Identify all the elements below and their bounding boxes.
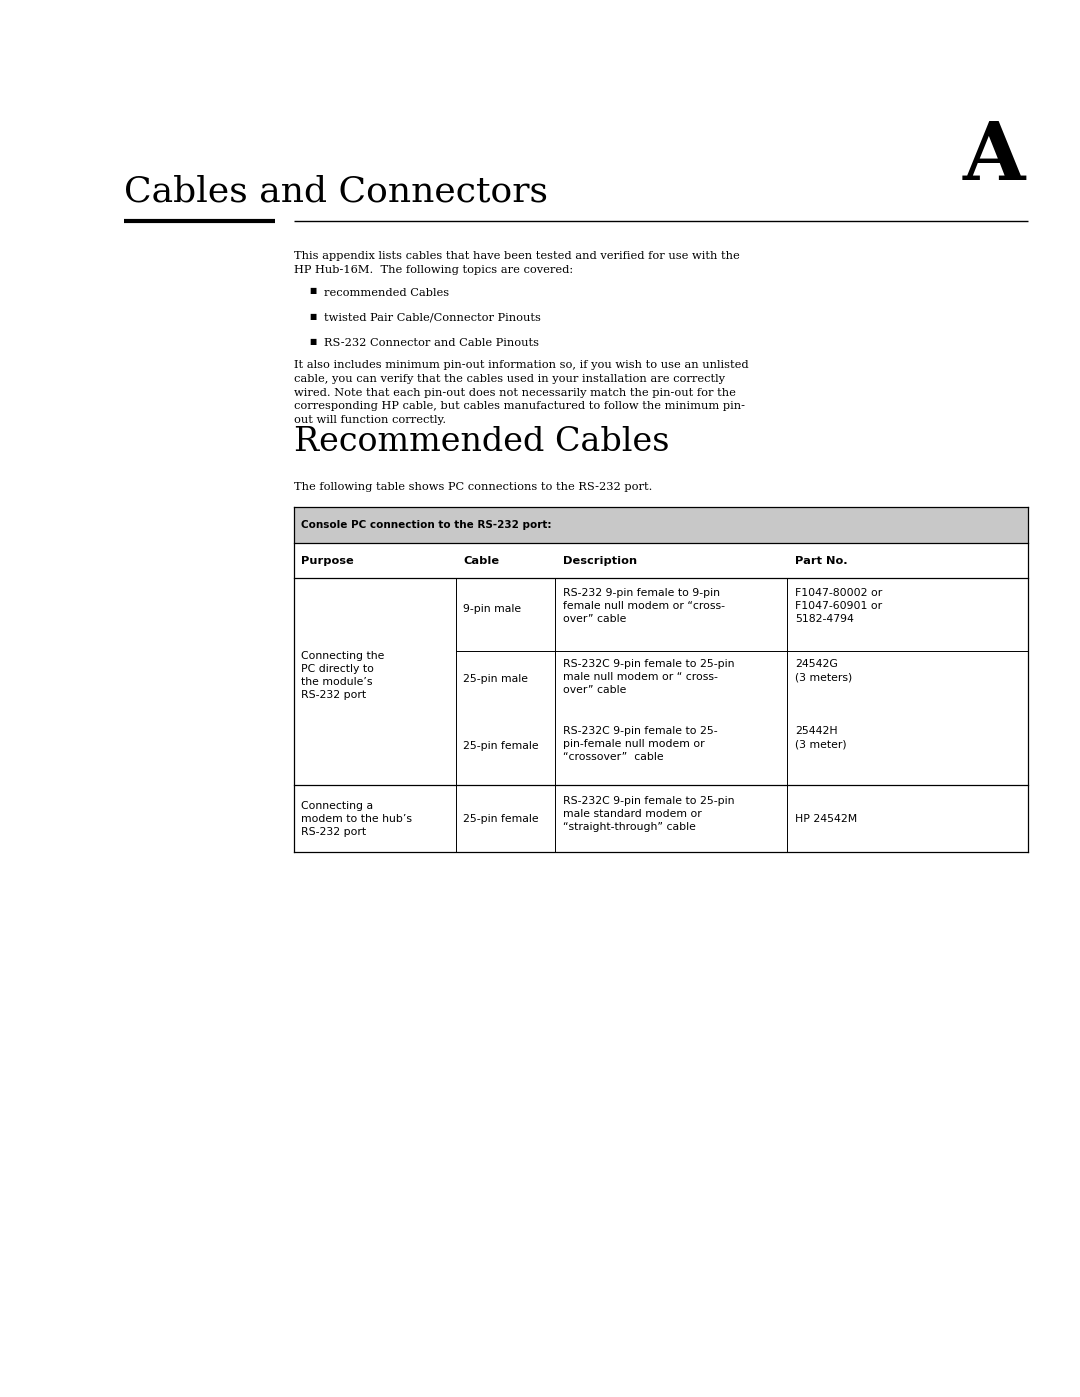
Text: ■: ■ [309, 312, 316, 320]
Text: 25442H
(3 meter): 25442H (3 meter) [795, 726, 847, 749]
Text: A: A [962, 119, 1025, 197]
Text: This appendix lists cables that have been tested and verified for use with the
H: This appendix lists cables that have bee… [294, 251, 740, 275]
Text: Cable: Cable [463, 556, 499, 566]
Text: Purpose: Purpose [301, 556, 354, 566]
Text: The following table shows PC connections to the RS-232 port.: The following table shows PC connections… [294, 482, 652, 492]
Text: 9-pin male: 9-pin male [463, 604, 522, 613]
Text: 25-pin female: 25-pin female [463, 742, 539, 752]
Text: 24542G
(3 meters): 24542G (3 meters) [795, 659, 852, 682]
Bar [294, 507, 1028, 543]
Text: It also includes minimum pin-out information so, if you wish to use an unlisted
: It also includes minimum pin-out informa… [294, 360, 748, 425]
Text: Console PC connection to the RS-232 port:: Console PC connection to the RS-232 port… [301, 520, 552, 531]
Text: recommended Cables: recommended Cables [324, 288, 449, 298]
Text: RS-232 9-pin female to 9-pin
female null modem or “cross-
over” cable: RS-232 9-pin female to 9-pin female null… [563, 588, 725, 623]
Text: twisted Pair Cable/Connector Pinouts: twisted Pair Cable/Connector Pinouts [324, 313, 541, 323]
Text: RS-232C 9-pin female to 25-pin
male standard modem or
“straight-through” cable: RS-232C 9-pin female to 25-pin male stan… [563, 796, 734, 831]
Text: ■: ■ [309, 337, 316, 345]
Text: RS-232 Connector and Cable Pinouts: RS-232 Connector and Cable Pinouts [324, 338, 539, 348]
Text: RS-232C 9-pin female to 25-
pin-female null modem or
“crossover”  cable: RS-232C 9-pin female to 25- pin-female n… [563, 726, 717, 761]
Text: 25-pin male: 25-pin male [463, 675, 528, 685]
Text: Part No.: Part No. [795, 556, 848, 566]
Text: RS-232C 9-pin female to 25-pin
male null modem or “ cross-
over” cable: RS-232C 9-pin female to 25-pin male null… [563, 659, 734, 694]
Text: Description: Description [563, 556, 637, 566]
Text: F1047-80002 or
F1047-60901 or
5182-4794: F1047-80002 or F1047-60901 or 5182-4794 [795, 588, 882, 623]
Text: 25-pin female: 25-pin female [463, 814, 539, 824]
Text: HP 24542M: HP 24542M [795, 814, 858, 824]
Text: Connecting the
PC directly to
the module’s
RS-232 port: Connecting the PC directly to the module… [301, 651, 384, 700]
Text: Cables and Connectors: Cables and Connectors [124, 175, 549, 208]
Text: Recommended Cables: Recommended Cables [294, 426, 670, 458]
Text: Connecting a
modem to the hub’s
RS-232 port: Connecting a modem to the hub’s RS-232 p… [301, 802, 413, 837]
Text: ■: ■ [309, 286, 316, 295]
